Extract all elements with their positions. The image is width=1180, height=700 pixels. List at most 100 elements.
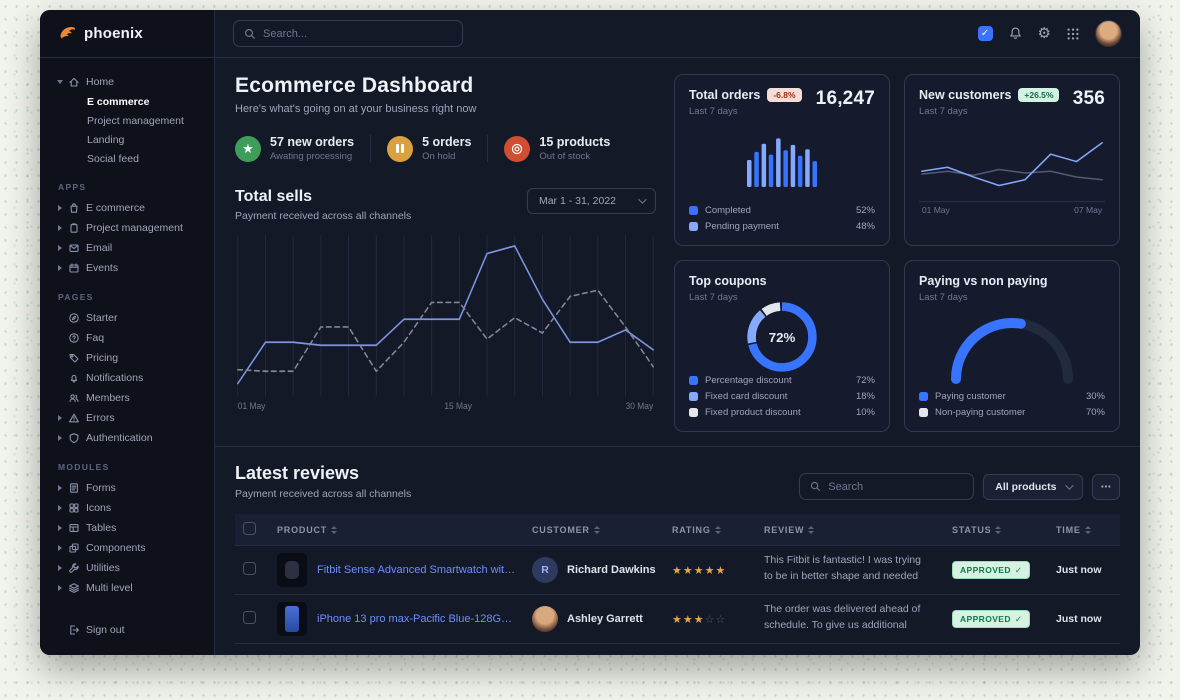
sidebar-item-utilities[interactable]: Utilities <box>40 558 214 578</box>
sidebar-item-project-management[interactable]: Project management <box>87 114 184 127</box>
sidebar-item-members[interactable]: Members <box>40 388 214 408</box>
paying-gauge-chart <box>951 317 1073 384</box>
all-products-filter[interactable]: All products <box>983 473 1083 500</box>
sidebar-item-events[interactable]: Events <box>40 258 214 278</box>
sidebar-item-label: Pricing <box>86 352 119 364</box>
legend-bullet <box>689 221 698 231</box>
app-window: phoenix ✓ ⚙ <box>40 10 1140 655</box>
legend-bullet <box>689 375 698 385</box>
gear-icon[interactable]: ⚙ <box>1037 25 1051 42</box>
sidebar-item-landing[interactable]: Landing <box>87 133 125 146</box>
grid-apps-icon[interactable] <box>1066 27 1080 41</box>
new-customers-card: New customers +26.5% Last 7 days 356 01 … <box>904 74 1120 246</box>
column-header-status[interactable]: STATUS <box>944 514 1048 546</box>
card-legend: Paying customer 30% Non-paying customer 70% <box>919 388 1105 420</box>
user-avatar[interactable] <box>1095 20 1122 47</box>
legend-item: Pending payment 48% <box>689 218 875 234</box>
top-coupons-donut: 72% <box>747 301 817 372</box>
sort-icon <box>593 526 600 535</box>
sidebar-item-home[interactable]: Home <box>40 72 214 92</box>
product-link[interactable]: iPhone 13 pro max-Pacific Blue-128GB sto… <box>317 613 516 625</box>
customer-name: Richard Dawkins <box>567 564 656 576</box>
total-sells-chart: 01 May 15 May 30 May <box>237 235 654 411</box>
legend-percent: 52% <box>855 204 875 216</box>
main-content: Ecommerce Dashboard Here's what's going … <box>215 58 1140 655</box>
sidebar-item-starter[interactable]: Starter <box>40 308 214 328</box>
change-badge: +26.5% <box>1018 88 1060 102</box>
legend-bullet <box>689 205 698 215</box>
sidebar-item-social-feed[interactable]: Social feed <box>87 152 139 165</box>
column-header-customer[interactable]: CUSTOMER <box>524 514 664 546</box>
latest-reviews-section: Latest reviews Payment received across a… <box>215 446 1140 655</box>
topbar-search-input[interactable] <box>263 27 452 40</box>
kpi-cards-grid: Total orders -6.8% Last 7 days 16,247 Co… <box>674 74 1120 432</box>
sidebar-item-email[interactable]: Email <box>40 238 214 258</box>
sort-icon <box>995 526 1002 535</box>
sidebar-item-tables[interactable]: Tables <box>40 518 214 538</box>
sidebar-item-label: E commerce <box>86 202 145 214</box>
total-sells-subtitle: Payment received across all channels <box>235 210 412 222</box>
legend-bullet <box>689 407 698 417</box>
search-icon <box>244 28 256 40</box>
sidebar-item-pricing[interactable]: Pricing <box>40 348 214 368</box>
spiral-icon <box>504 135 531 162</box>
sidebar-group-heading: MODULES <box>58 462 110 472</box>
caret-icon <box>58 525 62 531</box>
row-checkbox[interactable] <box>243 562 256 575</box>
table-row: iPhone 13 pro max-Pacific Blue-128GB sto… <box>235 594 1120 644</box>
card-legend: Completed 52% Pending payment 48% <box>689 202 875 234</box>
caret-icon <box>58 585 62 591</box>
svg-text:30 May: 30 May <box>626 400 654 411</box>
brand-logo[interactable]: phoenix <box>40 10 215 57</box>
reviews-search-input[interactable] <box>828 480 971 493</box>
sidebar-item-forms[interactable]: Forms <box>40 478 214 498</box>
date-range-select[interactable]: Mar 1 - 31, 2022 <box>526 188 656 214</box>
sidebar-item-icons[interactable]: Icons <box>40 498 214 518</box>
card-period: Last 7 days <box>689 292 738 303</box>
topbar: ✓ ⚙ <box>215 10 1140 57</box>
status-badge: APPROVED ✓ <box>952 561 1031 579</box>
card-title: Top coupons <box>689 274 767 288</box>
reviews-search[interactable] <box>799 473 975 500</box>
column-header-product[interactable]: PRODUCT <box>269 514 524 546</box>
topbar-search[interactable] <box>233 20 463 47</box>
page-title: Ecommerce Dashboard <box>235 74 474 97</box>
theme-toggle-icon[interactable]: ✓ <box>977 26 993 41</box>
row-checkbox[interactable] <box>243 611 256 624</box>
sidebar-item-authentication[interactable]: Authentication <box>40 428 214 448</box>
sign-out-label: Sign out <box>86 624 125 636</box>
sidebar-item-components[interactable]: Components <box>40 538 214 558</box>
caret-icon <box>58 435 62 441</box>
star-seal-icon: ★ <box>235 135 261 162</box>
sidebar-item-faq[interactable]: Faq <box>40 328 214 348</box>
sidebar-item-e-commerce[interactable]: E commerce <box>40 198 214 218</box>
column-header-time[interactable]: TIME <box>1048 514 1120 546</box>
change-badge: -6.8% <box>767 88 802 102</box>
legend-bullet <box>919 407 928 417</box>
sidebar-item-label: Tables <box>86 522 117 534</box>
wrench-icon <box>68 562 80 574</box>
more-options-button[interactable]: ⋯ <box>1091 473 1120 500</box>
stats-row: ★ 57 new orders Awating processing 5 orders… <box>235 135 656 162</box>
sign-out-button[interactable]: Sign out <box>40 620 214 640</box>
sidebar-item-multi-level[interactable]: Multi level <box>40 578 214 598</box>
sidebar-item-e-commerce[interactable]: E commerce <box>87 95 150 108</box>
select-all-checkbox[interactable] <box>243 522 256 535</box>
legend-bullet <box>689 391 698 401</box>
sidebar-item-notifications[interactable]: Notifications <box>40 368 214 388</box>
sort-icon <box>331 526 338 535</box>
column-header-review[interactable]: REVIEW <box>756 514 944 546</box>
sidebar-item-errors[interactable]: Errors <box>40 408 214 428</box>
column-header-rating[interactable]: RATING <box>664 514 756 546</box>
table-icon <box>68 522 80 534</box>
caret-icon <box>58 485 62 491</box>
card-title: Paying vs non paying <box>919 274 1048 288</box>
sidebar-item-project-management[interactable]: Project management <box>40 218 214 238</box>
legend-label: Non-paying customer <box>935 406 1026 418</box>
product-link[interactable]: Fitbit Sense Advanced Smartwatch with To… <box>317 564 516 576</box>
stat-caption: Awating processing <box>270 151 353 162</box>
bell-icon[interactable] <box>1008 26 1023 41</box>
reviews-subtitle: Payment received across all channels <box>235 488 412 500</box>
card-value: 16,247 <box>815 88 875 109</box>
stat-value: 57 new orders <box>270 135 355 149</box>
